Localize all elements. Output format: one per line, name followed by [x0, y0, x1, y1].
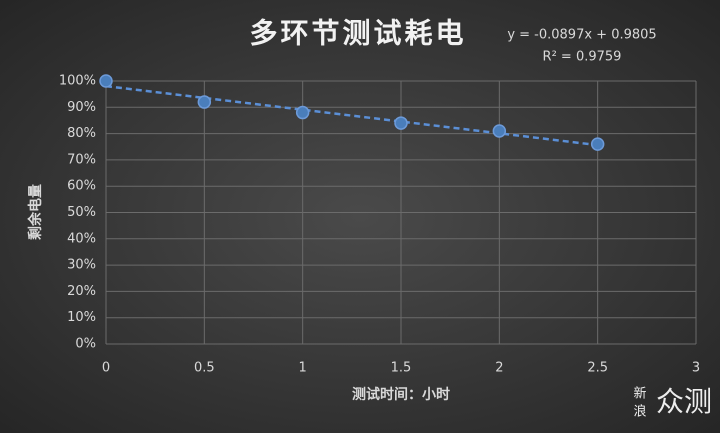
x-tick-label: 2	[495, 361, 503, 376]
x-tick-label: 2.5	[587, 361, 608, 376]
y-tick-label: 90%	[67, 100, 96, 115]
x-tick-label: 3	[692, 361, 700, 376]
watermark-large: 众测	[656, 385, 712, 418]
x-tick-label: 1	[299, 361, 307, 376]
y-tick-label: 100%	[59, 74, 96, 89]
x-axis-label: 测试时间：小时	[352, 386, 450, 403]
r-squared: R² = 0.9759	[543, 50, 622, 65]
point	[590, 137, 605, 151]
point	[197, 95, 212, 109]
y-tick-label: 40%	[67, 231, 96, 246]
y-tick-label: 70%	[67, 152, 96, 167]
y-tick-label: 30%	[67, 258, 96, 273]
x-tick-label: 1.5	[391, 361, 412, 376]
y-tick-label: 10%	[67, 310, 96, 325]
watermark-small: 新	[633, 386, 646, 402]
point	[295, 105, 310, 120]
point	[99, 74, 113, 88]
watermark-small: 浪	[633, 405, 646, 420]
y-tick-label: 60%	[67, 179, 96, 194]
x-tick-label: 0.5	[194, 361, 215, 376]
y-axis-label: 剩余电量	[27, 184, 44, 240]
chart-title: 多环节测试耗电	[249, 17, 466, 50]
equation: y = -0.0897x + 0.9805	[507, 28, 656, 43]
y-tick-label: 20%	[67, 284, 96, 299]
x-tick-label: 0	[102, 361, 110, 376]
trendline	[105, 84, 598, 147]
y-tick-label: 80%	[67, 126, 96, 141]
y-tick-label: 50%	[67, 205, 96, 220]
point	[492, 124, 507, 138]
point	[394, 116, 408, 130]
y-tick-label: 0%	[75, 337, 96, 352]
